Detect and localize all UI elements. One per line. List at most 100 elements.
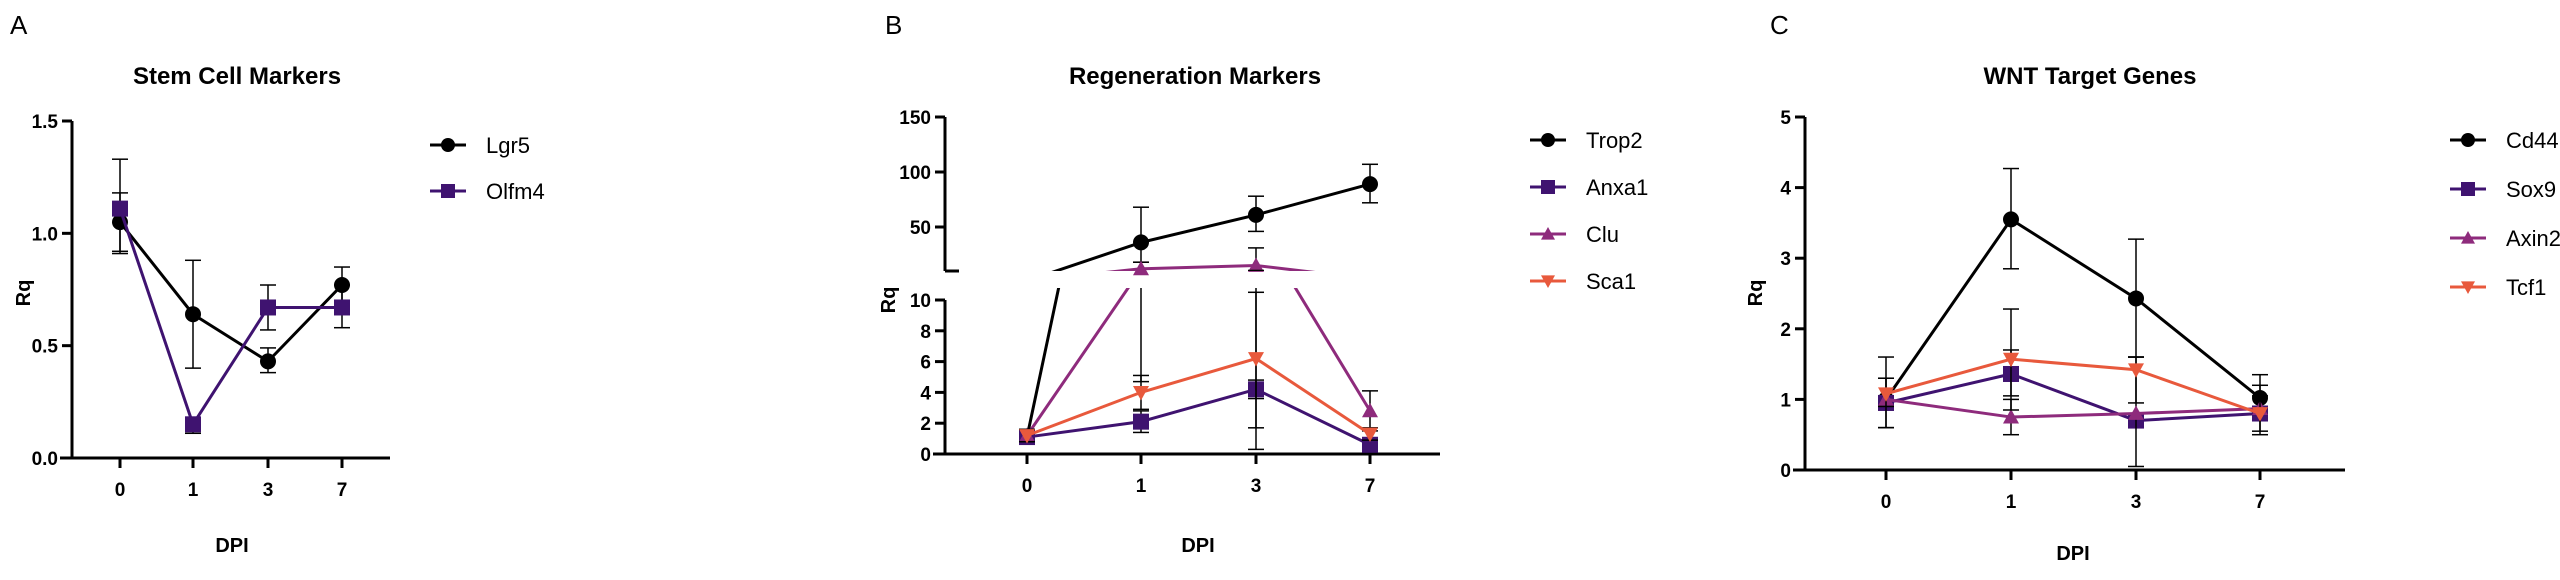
- marker-circle: [2461, 133, 2475, 147]
- series-line: [1885, 357, 2261, 415]
- y-tick-label: 150: [899, 108, 931, 129]
- panel-label: C: [1770, 10, 1789, 40]
- marker-square: [1133, 413, 1149, 430]
- legend-label: Sox9: [2506, 177, 2556, 202]
- y-tick-label: 4: [920, 383, 931, 404]
- chart-title: Stem Cell Markers: [133, 63, 341, 90]
- legend-label: Lgr5: [486, 133, 530, 158]
- chart-title: WNT Target Genes: [1984, 63, 2197, 90]
- marker-triangle-up: [2128, 405, 2144, 420]
- series-segment: [1878, 167, 2268, 429]
- series-segment: [1019, 277, 1378, 282]
- y-tick-label: 2: [920, 414, 931, 435]
- series-segment: [1878, 356, 2268, 468]
- legend-item: Sca1: [1530, 269, 1636, 294]
- series-line: [1025, 288, 1372, 437]
- y-axis-label: Rq: [13, 280, 35, 307]
- marker-square: [334, 299, 350, 316]
- marker-triangle-down: [1248, 352, 1264, 367]
- x-tick-label: 0: [1881, 492, 1892, 513]
- marker-triangle-down: [1878, 387, 1894, 402]
- series-segment: [112, 192, 350, 374]
- x-tick-label: 7: [2255, 492, 2266, 513]
- series-Sca1: [1019, 269, 1378, 444]
- series-line: [1027, 277, 1370, 281]
- x-tick-label: 1: [2006, 492, 2017, 513]
- x-tick-label: 3: [2131, 492, 2142, 513]
- legend-item: Cd44: [2450, 128, 2559, 153]
- panel-label: B: [885, 10, 902, 40]
- marker-square: [112, 200, 128, 217]
- y-tick-label: 5: [1780, 108, 1791, 129]
- legend-label: Axin2: [2506, 226, 2560, 251]
- x-tick-label: 7: [1365, 476, 1376, 497]
- series-line: [1885, 372, 2261, 423]
- marker-triangle-down: [1019, 429, 1035, 444]
- marker-square: [1541, 180, 1555, 194]
- legend-item: Clu: [1530, 222, 1619, 247]
- legend-label: Anxa1: [1586, 175, 1648, 200]
- series-segment: [1248, 269, 1264, 271]
- y-tick-label: 1.0: [32, 224, 58, 245]
- y-tick-label: 0: [920, 445, 931, 466]
- y-axis-label: Rq: [878, 287, 900, 314]
- legend-item: Trop2: [1530, 128, 1643, 153]
- legend-label: Olfm4: [486, 179, 545, 204]
- x-axis-label: DPI: [215, 535, 248, 557]
- x-tick-label: 0: [115, 480, 126, 501]
- y-tick-label: 1: [1780, 390, 1791, 411]
- marker-circle: [260, 353, 276, 370]
- marker-square: [2461, 182, 2475, 196]
- series-Cd44: [1878, 167, 2268, 429]
- series-line: [1105, 263, 1316, 271]
- x-tick-label: 1: [188, 480, 199, 501]
- marker-triangle-down: [2252, 407, 2268, 422]
- series-line: [1026, 387, 1371, 447]
- panel-label: A: [10, 10, 28, 40]
- legend-label: Sca1: [1586, 269, 1636, 294]
- series-line: [118, 208, 342, 428]
- y-tick-label: 0.5: [32, 337, 59, 358]
- x-axis-label: DPI: [1181, 535, 1214, 557]
- marker-circle: [2128, 290, 2144, 307]
- marker-triangle-down: [1133, 386, 1149, 401]
- series-segment: [1019, 379, 1378, 449]
- legend-item: Lgr5: [430, 133, 530, 158]
- y-tick-label: 100: [899, 163, 931, 184]
- series-Olfm4: [112, 158, 350, 435]
- series-Axin2: [1878, 356, 2268, 468]
- x-tick-label: 3: [263, 480, 274, 501]
- legend-item: Tcf1: [2450, 275, 2546, 300]
- marker-triangle-up: [2003, 409, 2019, 424]
- panel-A: A Stem Cell Markers DPI Rq 0.0 0.5 1.0 1.5 0 1 3 7 L…: [10, 10, 545, 557]
- legend-label: Clu: [1586, 222, 1619, 247]
- series-line: [1884, 217, 2261, 401]
- series-line: [1026, 356, 1371, 437]
- marker-circle: [1248, 206, 1264, 223]
- marker-triangle-up: [1248, 257, 1264, 272]
- y-tick-label: 0: [1780, 461, 1791, 482]
- panel-C: C WNT Target Genes DPI Rq 0 1 2 3 4 5 0 1 3 7 Cd44 Sox9…: [1745, 10, 2560, 565]
- series-line: [118, 221, 344, 364]
- series-Tcf1: [1878, 308, 2268, 432]
- y-tick-label: 3: [1780, 249, 1791, 270]
- marker-circle: [1362, 176, 1378, 193]
- y-axis-label: Rq: [1745, 280, 1767, 307]
- marker-square: [185, 416, 201, 433]
- marker-square: [260, 299, 276, 316]
- y-tick-label: 10: [910, 291, 931, 312]
- series-line: [1885, 397, 2261, 419]
- marker-triangle-down: [1541, 275, 1555, 288]
- legend-label: Tcf1: [2506, 275, 2546, 300]
- y-tick-label: 4: [1780, 179, 1791, 200]
- legend-item: Axin2: [2450, 226, 2560, 251]
- y-tick-label: 1.5: [32, 112, 59, 133]
- marker-triangle-down: [2461, 281, 2475, 294]
- marker-triangle-down: [2128, 363, 2144, 378]
- x-tick-label: 1: [1136, 476, 1147, 497]
- marker-circle: [1541, 133, 1555, 147]
- series-segment: [112, 158, 350, 435]
